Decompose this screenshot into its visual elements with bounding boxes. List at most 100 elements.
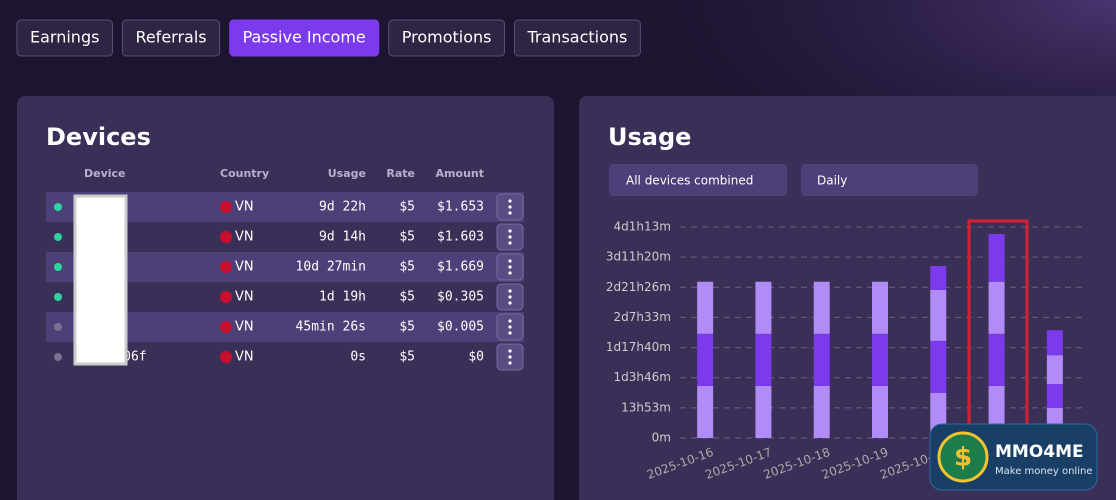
watermark-tagline: Make money online	[995, 466, 1092, 477]
bar-segment	[872, 281, 888, 334]
watermark-name: MMO4ME	[995, 442, 1084, 462]
menu-dot	[508, 319, 512, 323]
tab-label: Promotions	[402, 28, 492, 47]
status-dot	[54, 323, 62, 331]
tab[interactable]	[388, 19, 505, 57]
country: VN	[235, 200, 254, 215]
tab[interactable]	[16, 19, 113, 57]
y-tick-label: 2d7h33m	[614, 310, 671, 324]
bar-segment	[988, 281, 1005, 334]
bar-segment	[755, 385, 772, 438]
watermark-icon: $	[954, 443, 972, 473]
menu-dot	[508, 235, 512, 239]
country: VN	[235, 260, 254, 275]
bar-segment	[930, 289, 947, 341]
menu-dot	[508, 289, 512, 293]
status-dot	[54, 293, 62, 301]
cell-usage: 1d 19h	[319, 290, 366, 305]
cell-amount: $1.653	[437, 200, 484, 215]
cell-amount: $0.305	[437, 290, 484, 305]
status-dot	[54, 353, 62, 361]
bar-segment	[697, 333, 714, 386]
bar-segment	[697, 281, 714, 334]
y-tick-label: 4d1h13m	[614, 220, 671, 234]
menu-dot	[508, 331, 512, 335]
panel-title: Usage	[608, 123, 691, 151]
cell-amount: $0.005	[437, 320, 484, 335]
cell-usage: 45min 26s	[296, 320, 366, 335]
y-tick-label: 2d21h26m	[606, 280, 671, 294]
dropdown[interactable]	[609, 164, 787, 196]
column-header: Usage	[328, 167, 366, 180]
watermark: $ MMO4ME Make money online	[929, 423, 1098, 491]
status-dot	[54, 233, 62, 241]
cell-rate: $5	[399, 200, 415, 215]
tab[interactable]	[229, 19, 380, 57]
cell-amount: $0	[468, 350, 484, 365]
bar-segment	[813, 385, 830, 438]
dropdown[interactable]	[801, 164, 978, 196]
tab-label: Earnings	[30, 28, 99, 47]
menu-dot	[508, 325, 512, 329]
country: VN	[235, 350, 254, 365]
menu-dot	[508, 265, 512, 269]
cell-amount: $1.603	[437, 230, 484, 245]
menu-dot	[508, 241, 512, 245]
cell-usage: 0s	[350, 350, 366, 365]
menu-dot	[508, 361, 512, 365]
flag-icon	[220, 351, 232, 363]
bar-segment	[872, 333, 888, 386]
cell-amount: $1.669	[437, 260, 484, 275]
dropdown-label: Daily	[817, 174, 847, 188]
flag-icon	[220, 201, 232, 213]
menu-dot	[508, 211, 512, 215]
column-header: Rate	[386, 167, 415, 180]
y-tick-label: 3d11h20m	[606, 250, 671, 264]
cell-usage: 10d 27min	[296, 260, 366, 275]
usage-panel	[579, 96, 1116, 500]
tab[interactable]	[514, 19, 641, 57]
bar-segment	[988, 233, 1005, 282]
devices-table: Device Country Usage Rate Amount VN 9d 22h $5 $1…	[46, 167, 524, 371]
cell-rate: $5	[399, 290, 415, 305]
cell-usage: 9d 22h	[319, 200, 366, 215]
panel-title: Devices	[46, 123, 151, 151]
bar-segment	[930, 340, 947, 393]
tab-bar: Earnings Referrals Passive Income Promotion…	[16, 19, 641, 57]
cell-rate: $5	[399, 350, 415, 365]
menu-dot	[508, 355, 512, 359]
column-header: Amount	[436, 167, 484, 180]
status-dot	[54, 263, 62, 271]
flag-icon	[220, 291, 232, 303]
bar-segment	[1046, 355, 1063, 385]
y-tick-label: 13h53m	[621, 400, 671, 414]
tab-label: Transactions	[527, 28, 628, 47]
bar-segment	[1046, 330, 1063, 356]
status-dot	[54, 203, 62, 211]
bar-segment	[755, 281, 772, 334]
menu-dot	[508, 301, 512, 305]
cell-rate: $5	[399, 260, 415, 275]
tab[interactable]	[121, 19, 221, 57]
watermark-logo	[937, 431, 989, 483]
country: VN	[235, 320, 254, 335]
bar-segment	[813, 333, 830, 386]
bar-segment	[930, 265, 947, 290]
menu-dot	[508, 199, 512, 203]
cell-rate: $5	[399, 230, 415, 245]
country: VN	[235, 230, 254, 245]
menu-dot	[508, 271, 512, 275]
bar-segment	[755, 333, 772, 386]
country: VN	[235, 290, 254, 305]
menu-dot	[508, 229, 512, 233]
bar-segment	[813, 281, 830, 334]
menu-dot	[508, 349, 512, 353]
bar-segment	[1046, 384, 1063, 408]
y-tick-label: 1d17h40m	[606, 340, 671, 354]
menu-dot	[508, 205, 512, 209]
cell-usage: 9d 14h	[319, 230, 366, 245]
dropdown-label: All devices combined	[626, 174, 753, 188]
flag-icon	[220, 321, 232, 333]
flag-icon	[220, 261, 232, 273]
